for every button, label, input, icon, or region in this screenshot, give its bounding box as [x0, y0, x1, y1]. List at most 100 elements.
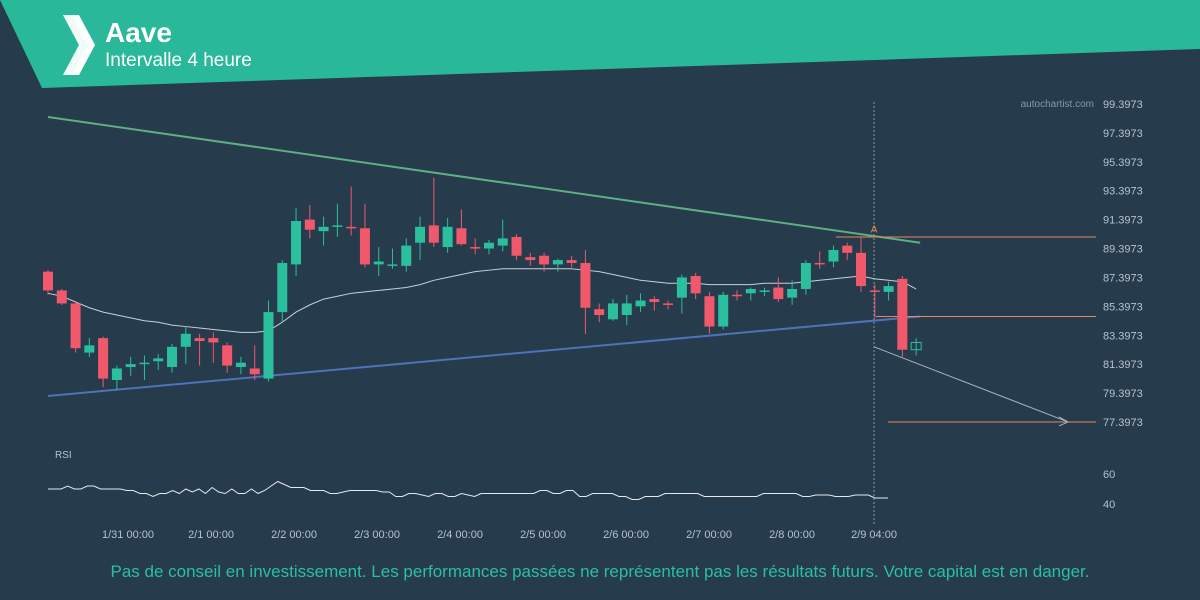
bull-candle	[277, 262, 288, 313]
bull-candle	[373, 261, 384, 265]
bear-candle	[470, 247, 481, 249]
bull-candle	[800, 262, 811, 289]
bear-candle	[98, 338, 109, 379]
price-tick-label: 81.3973	[1103, 359, 1143, 371]
rsi-line	[48, 480, 888, 500]
bear-candle	[525, 257, 536, 261]
interval-subtitle: Intervalle 4 heure	[105, 50, 252, 71]
bear-candle	[428, 225, 439, 243]
bear-candle	[304, 219, 315, 230]
instrument-title: Aave	[105, 17, 172, 48]
price-tick-label: 83.3973	[1103, 330, 1143, 342]
bear-candle	[194, 338, 205, 342]
bear-candle	[663, 303, 674, 305]
price-tick-label: 99.3973	[1103, 99, 1143, 111]
bull-candle	[387, 264, 398, 266]
autochartist-logo	[63, 15, 95, 75]
bull-candle	[910, 341, 922, 351]
bull-candle	[442, 226, 453, 248]
bull-candle	[759, 290, 770, 292]
time-tick-label: 2/6 00:00	[603, 529, 649, 541]
price-tick-label: 87.3973	[1103, 272, 1143, 284]
bull-candle	[332, 225, 343, 227]
time-tick-label: 2/7 00:00	[686, 529, 732, 541]
bear-candle	[539, 255, 550, 265]
bear-candle	[704, 296, 715, 327]
time-tick-label: 2/1 00:00	[188, 529, 234, 541]
bear-candle	[580, 262, 591, 308]
bear-candle	[897, 278, 908, 350]
current-time-label: 2/9 04:00	[851, 529, 897, 541]
bear-candle	[773, 287, 784, 300]
resistance-line	[47, 115, 921, 244]
bear-candle	[222, 345, 233, 366]
bull-candle	[483, 242, 494, 249]
price-axis: 99.3973 97.3973 95.3973 93.3973 91.3973 89.39…	[1103, 99, 1143, 429]
bull-candle	[718, 294, 729, 327]
disclaimer: Pas de conseil en investissement. Les pe…	[110, 562, 1090, 581]
candles	[43, 177, 922, 391]
bull-candle	[607, 303, 618, 320]
bull-candle	[153, 358, 164, 362]
price-tick-label: 91.3973	[1103, 215, 1143, 227]
bear-candle	[814, 262, 825, 265]
bull-candle	[552, 260, 563, 265]
bull-candle	[235, 362, 246, 368]
rsi-panel: RSI 60 40	[48, 450, 1115, 511]
bull-candle	[125, 364, 136, 368]
price-tick-label: 79.3973	[1103, 388, 1143, 400]
bear-candle	[511, 236, 522, 256]
bull-candle	[139, 362, 150, 365]
price-tick-label: 97.3973	[1103, 128, 1143, 140]
bear-candle	[208, 338, 219, 343]
bear-candle	[690, 275, 701, 294]
time-axis: 1/31 00:00 2/1 00:00 2/2 00:00 2/3 00:00 2/4…	[102, 529, 897, 541]
watermark: autochartist.com	[1021, 99, 1094, 110]
header-background	[0, 0, 1200, 88]
bear-candle	[346, 226, 357, 229]
bear-candle	[456, 228, 467, 245]
time-tick-label: 2/5 00:00	[520, 529, 566, 541]
bull-candle	[291, 221, 302, 265]
bull-candle	[180, 333, 191, 347]
time-tick-label: 2/4 00:00	[437, 529, 483, 541]
header-banner	[0, 0, 1200, 88]
bear-candle	[566, 260, 577, 263]
bull-candle	[676, 277, 687, 298]
rsi-tick-label: 60	[1103, 469, 1115, 481]
bull-candle	[787, 288, 798, 298]
price-tick-label: 77.3973	[1103, 417, 1143, 429]
bear-candle	[649, 299, 660, 302]
bear-candle	[856, 252, 867, 287]
time-tick-label: 2/8 00:00	[769, 529, 815, 541]
time-tick-label: 2/3 00:00	[354, 529, 400, 541]
bear-candle	[249, 368, 260, 375]
bull-candle	[621, 303, 632, 315]
bull-candle	[263, 312, 274, 379]
price-tick-label: 93.3973	[1103, 186, 1143, 198]
bear-candle	[56, 290, 67, 304]
support-line	[47, 315, 921, 397]
bear-candle	[43, 271, 53, 291]
price-tick-label: 89.3973	[1103, 244, 1143, 256]
bull-candle	[497, 238, 508, 246]
bull-candle	[84, 345, 95, 353]
bull-candle	[883, 286, 894, 292]
time-tick-label: 1/31 00:00	[102, 529, 154, 541]
bull-candle	[167, 346, 178, 368]
bear-candle	[359, 228, 370, 265]
rsi-label: RSI	[55, 450, 72, 461]
pattern-point-label: A	[871, 224, 878, 235]
time-tick-label: 2/2 00:00	[271, 529, 317, 541]
pattern-lines: A	[47, 102, 1096, 526]
bull-candle	[401, 245, 412, 266]
bear-candle	[594, 309, 605, 315]
bear-candle	[869, 290, 880, 292]
bull-candle	[415, 226, 426, 243]
bear-candle	[842, 245, 853, 253]
header-text: Aave Intervalle 4 heure	[105, 17, 252, 73]
bear-candle	[732, 294, 742, 297]
bull-candle	[111, 368, 122, 381]
forecast-arrow-line	[873, 346, 1069, 423]
